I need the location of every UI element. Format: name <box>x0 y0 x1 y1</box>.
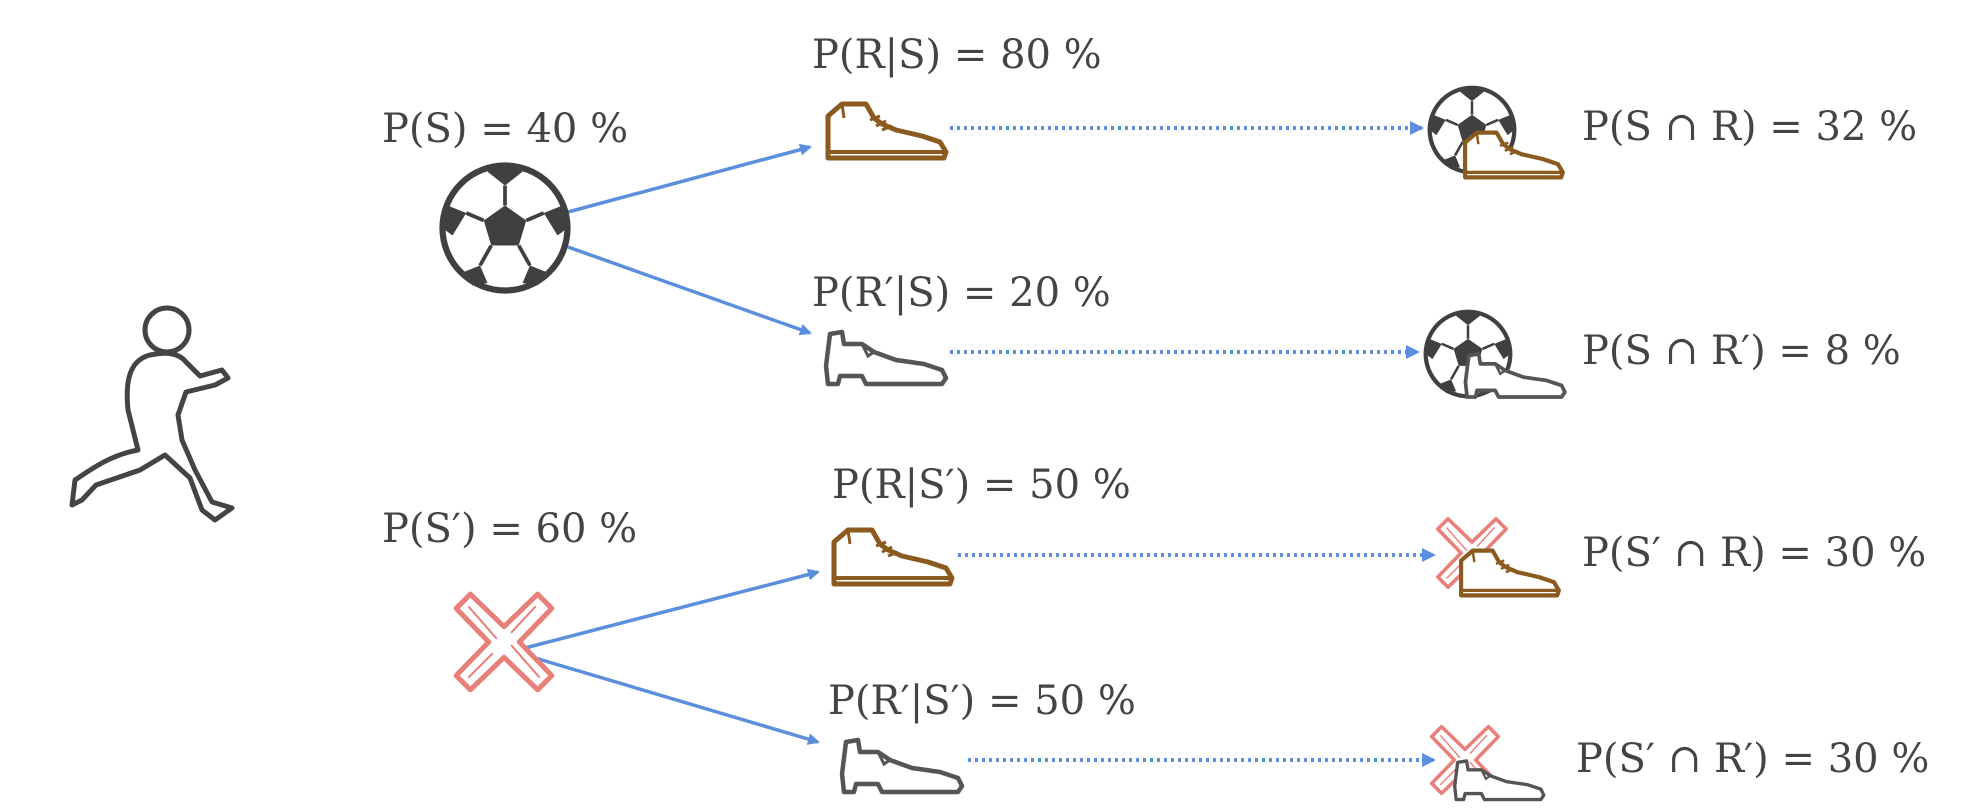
label-P-Sprime-and-Rprime: P(S′ ∩ R′) = 30 % <box>1576 736 1929 782</box>
soccer-ball-icon <box>443 166 568 291</box>
label-P-S-and-R: P(S ∩ R) = 32 % <box>1582 104 1917 150</box>
label-P-Rprime-given-Sprime: P(R′|S′) = 50 % <box>828 678 1136 724</box>
label-P-S: P(S) = 40 % <box>382 106 628 152</box>
branch-S-to-Rprime <box>567 245 812 336</box>
dress-shoe-icon <box>842 740 962 792</box>
dress-shoe-icon <box>1452 759 1546 802</box>
outcome-icon-Sprime-and-R <box>1438 519 1559 596</box>
sneaker-icon <box>1461 551 1559 596</box>
outcome-icon-S-and-R <box>1430 88 1563 178</box>
dress-shoe-icon <box>1463 352 1567 399</box>
label-P-Sprime-and-R: P(S′ ∩ R) = 30 % <box>1582 530 1926 576</box>
label-P-Sprime: P(S′) = 60 % <box>382 506 637 552</box>
branch-Sprime-to-R <box>524 568 820 650</box>
outcome-icon-Sprime-and-Rprime <box>1429 724 1546 802</box>
cross-icon <box>456 594 552 690</box>
dress-shoe-icon <box>826 332 946 384</box>
branch-Sprime-to-Rprime <box>524 653 820 745</box>
label-P-S-and-Rprime: P(S ∩ R′) = 8 % <box>1582 328 1901 374</box>
sneaker-icon <box>828 104 946 158</box>
label-P-R-given-Sprime: P(R|S′) = 50 % <box>832 462 1131 508</box>
label-P-Rprime-given-S: P(R′|S) = 20 % <box>812 270 1111 316</box>
outcome-icon-S-and-Rprime <box>1426 312 1567 399</box>
runner-silhouette-icon <box>69 305 235 523</box>
label-P-R-given-S: P(R|S) = 80 % <box>812 32 1102 78</box>
sneaker-icon <box>834 530 952 584</box>
branch-S-to-R <box>567 143 812 214</box>
